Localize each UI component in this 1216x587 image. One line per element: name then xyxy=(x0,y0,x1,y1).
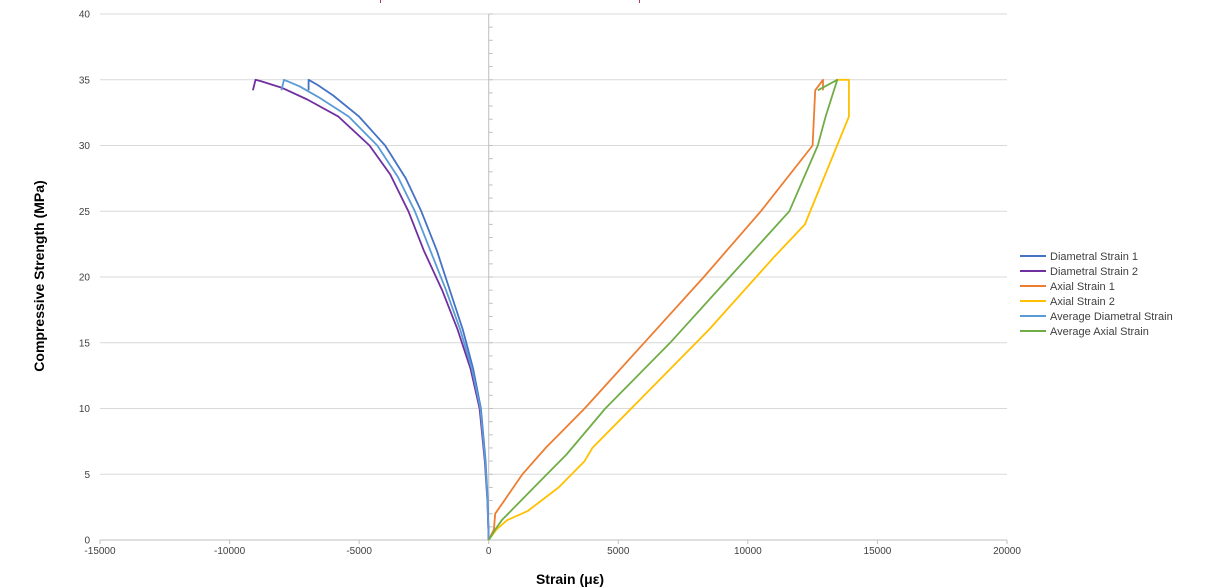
y-axis-title: Compressive Strength (MPa) xyxy=(31,180,47,371)
y-tick-label: 25 xyxy=(79,207,91,218)
y-tick-label: 20 xyxy=(79,273,91,284)
legend-label: Diametral Strain 2 xyxy=(1050,266,1138,278)
series-line-average-diametral-strain xyxy=(280,78,490,541)
series-lines xyxy=(252,78,850,541)
y-tick-label: 5 xyxy=(84,470,90,481)
y-tick-label: 15 xyxy=(79,338,91,349)
legend: Diametral Strain 1 Diametral Strain 2 Axia… xyxy=(1020,251,1173,338)
x-tick-label: -15000 xyxy=(84,546,116,557)
legend-label: Average Diametral Strain xyxy=(1050,311,1173,323)
legend-label: Axial Strain 1 xyxy=(1050,281,1115,293)
x-axis-title: Strain (με) xyxy=(536,571,604,587)
series-line-average-axial-strain xyxy=(487,78,839,541)
series-line-axial-strain-1 xyxy=(487,78,824,541)
top-accent-bar xyxy=(380,0,640,3)
legend-label: Diametral Strain 1 xyxy=(1050,251,1138,263)
x-tick-label: 15000 xyxy=(864,546,892,557)
legend-label: Axial Strain 2 xyxy=(1050,296,1115,308)
x-tick-label: -10000 xyxy=(214,546,246,557)
y-tick-label: 30 xyxy=(79,141,91,152)
tick-labels: 0 5 10 15 20 25 30 35 40 -15000 -10000 -5000 0 5000 10… xyxy=(79,10,1021,558)
axes xyxy=(99,13,1008,544)
y-tick-label: 10 xyxy=(79,404,91,415)
x-tick-label: -5000 xyxy=(346,546,372,557)
legend-label: Average Axial Strain xyxy=(1050,326,1149,338)
y-tick-label: 35 xyxy=(79,75,91,86)
x-tick-label: 20000 xyxy=(993,546,1021,557)
gridlines xyxy=(100,13,1007,475)
y-tick-label: 40 xyxy=(79,10,91,21)
series-line-axial-strain-2 xyxy=(487,78,850,541)
x-tick-label: 5000 xyxy=(607,546,630,557)
x-tick-label: 0 xyxy=(486,546,492,557)
x-tick-label: 10000 xyxy=(734,546,762,557)
series-line-diametral-strain-1 xyxy=(307,78,490,541)
y-tick-label: 0 xyxy=(84,536,90,547)
